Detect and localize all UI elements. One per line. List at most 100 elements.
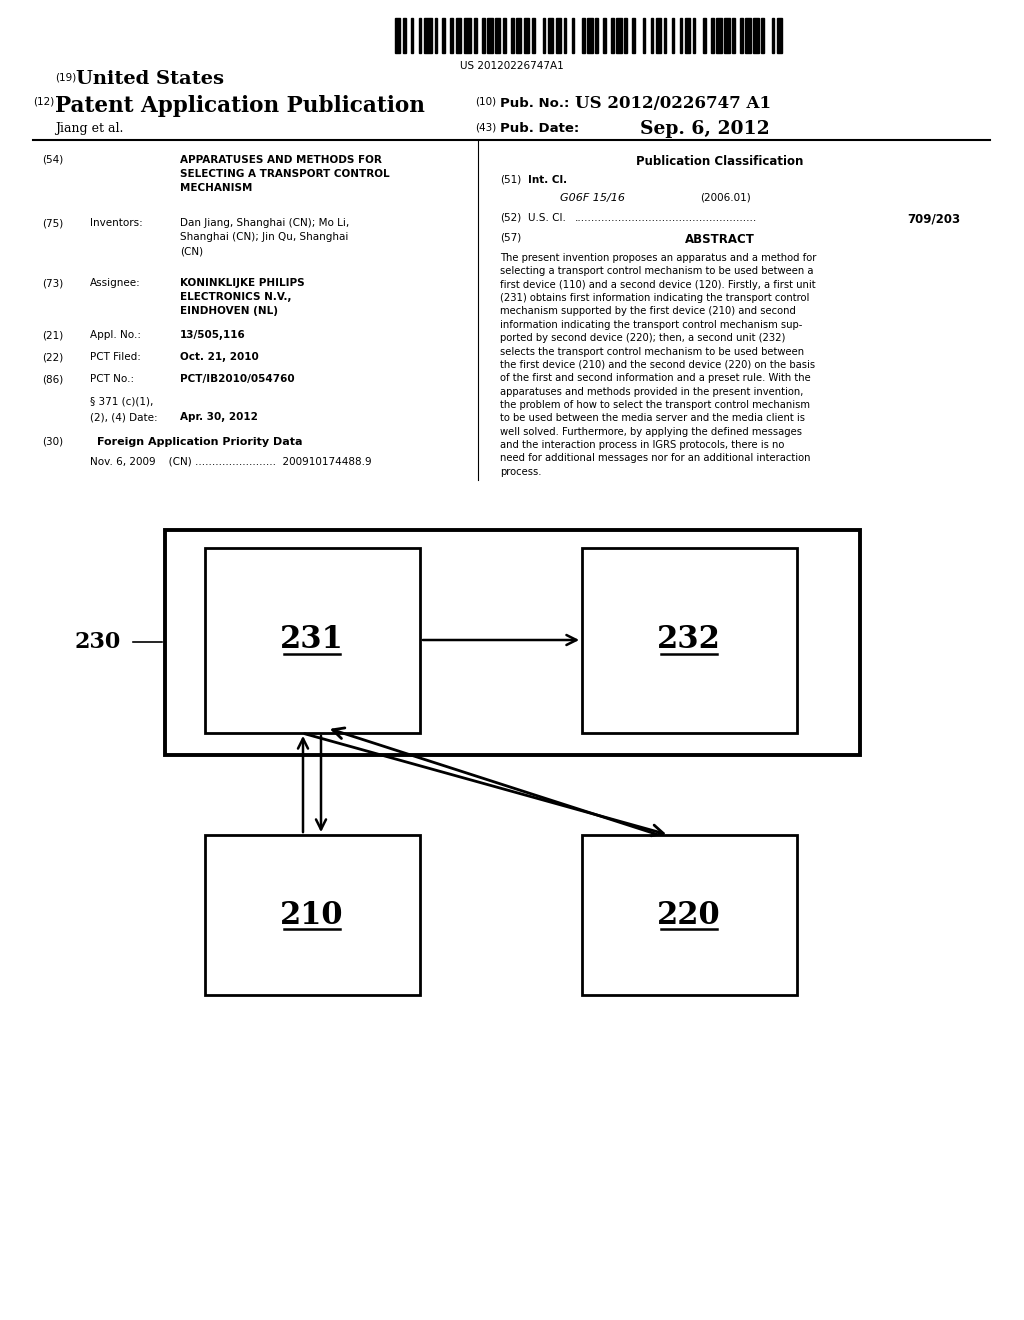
Text: Publication Classification: Publication Classification xyxy=(636,154,804,168)
Bar xyxy=(740,18,742,53)
Text: Oct. 21, 2010: Oct. 21, 2010 xyxy=(180,352,259,362)
Bar xyxy=(395,18,400,53)
Bar xyxy=(611,18,613,53)
Text: Assignee:: Assignee: xyxy=(90,279,140,288)
Bar xyxy=(732,18,735,53)
Bar xyxy=(685,18,690,53)
Text: (75): (75) xyxy=(42,218,63,228)
Bar xyxy=(205,836,420,995)
Bar xyxy=(451,18,453,53)
Bar xyxy=(511,18,514,53)
Bar xyxy=(543,18,545,53)
Bar xyxy=(419,18,421,53)
Text: Int. Cl.: Int. Cl. xyxy=(528,176,567,185)
Text: PCT No.:: PCT No.: xyxy=(90,374,134,384)
Bar xyxy=(616,18,622,53)
Bar xyxy=(532,18,535,53)
Bar xyxy=(717,18,722,53)
Text: Inventors:: Inventors: xyxy=(90,218,142,228)
Bar xyxy=(595,18,598,53)
Text: Pub. Date:: Pub. Date: xyxy=(500,121,580,135)
Bar xyxy=(456,18,461,53)
Bar xyxy=(632,18,635,53)
Text: Nov. 6, 2009    (CN) ........................  200910174488.9: Nov. 6, 2009 (CN) ......................… xyxy=(90,455,372,466)
Bar xyxy=(664,18,667,53)
Text: APPARATUSES AND METHODS FOR
SELECTING A TRANSPORT CONTROL
MECHANISM: APPARATUSES AND METHODS FOR SELECTING A … xyxy=(180,154,389,193)
Text: (12): (12) xyxy=(33,96,54,107)
Bar xyxy=(556,18,561,53)
Bar xyxy=(777,18,782,53)
Bar xyxy=(434,18,437,53)
Bar xyxy=(487,18,493,53)
Bar xyxy=(582,836,797,995)
Text: (52): (52) xyxy=(500,213,521,223)
Bar xyxy=(703,18,706,53)
Text: (22): (22) xyxy=(42,352,63,362)
Text: (54): (54) xyxy=(42,154,63,165)
Bar xyxy=(724,18,730,53)
Text: The present invention proposes an apparatus and a method for
selecting a transpo: The present invention proposes an appara… xyxy=(500,253,816,477)
Text: United States: United States xyxy=(76,70,224,88)
Bar xyxy=(582,548,797,733)
Bar xyxy=(496,18,501,53)
Text: PCT Filed:: PCT Filed: xyxy=(90,352,141,362)
Text: Appl. No.:: Appl. No.: xyxy=(90,330,141,341)
Bar xyxy=(761,18,764,53)
Bar xyxy=(424,18,432,53)
Bar xyxy=(650,18,653,53)
Text: (51): (51) xyxy=(500,176,521,185)
Text: Jiang et al.: Jiang et al. xyxy=(55,121,123,135)
Bar xyxy=(745,18,751,53)
Text: Apr. 30, 2012: Apr. 30, 2012 xyxy=(180,412,258,422)
Bar xyxy=(680,18,682,53)
Text: (30): (30) xyxy=(42,437,63,447)
Text: § 371 (c)(1),: § 371 (c)(1), xyxy=(90,396,154,407)
Text: (86): (86) xyxy=(42,374,63,384)
Text: Sep. 6, 2012: Sep. 6, 2012 xyxy=(640,120,770,139)
Bar xyxy=(205,548,420,733)
Text: Foreign Application Priority Data: Foreign Application Priority Data xyxy=(97,437,303,447)
Bar xyxy=(571,18,574,53)
Text: (2006.01): (2006.01) xyxy=(700,193,751,203)
Text: U.S. Cl.: U.S. Cl. xyxy=(528,213,566,223)
Text: (2), (4) Date:: (2), (4) Date: xyxy=(90,412,158,422)
Bar xyxy=(165,531,860,755)
Bar xyxy=(474,18,477,53)
Bar xyxy=(402,18,406,53)
Bar xyxy=(548,18,553,53)
Text: US 2012/0226747 A1: US 2012/0226747 A1 xyxy=(575,95,771,112)
Bar xyxy=(588,18,593,53)
Text: (21): (21) xyxy=(42,330,63,341)
Bar xyxy=(754,18,759,53)
Bar xyxy=(582,18,585,53)
Bar xyxy=(411,18,414,53)
Bar xyxy=(482,18,484,53)
Text: US 20120226747A1: US 20120226747A1 xyxy=(460,61,564,71)
Bar xyxy=(656,18,662,53)
Text: (19): (19) xyxy=(55,73,76,82)
Text: 709/203: 709/203 xyxy=(907,213,961,226)
Text: ......................................................: ........................................… xyxy=(575,213,758,223)
Bar xyxy=(772,18,774,53)
Text: (10): (10) xyxy=(475,96,496,107)
Text: 220: 220 xyxy=(657,899,721,931)
Bar xyxy=(442,18,445,53)
Text: 231: 231 xyxy=(281,624,344,656)
Text: Patent Application Publication: Patent Application Publication xyxy=(55,95,425,117)
Text: (43): (43) xyxy=(475,121,497,132)
Bar xyxy=(712,18,714,53)
Text: 210: 210 xyxy=(281,899,344,931)
Bar xyxy=(693,18,695,53)
Bar xyxy=(464,18,471,53)
Bar xyxy=(603,18,606,53)
Bar xyxy=(672,18,675,53)
Text: KONINKLIJKE PHILIPS
ELECTRONICS N.V.,
EINDHOVEN (NL): KONINKLIJKE PHILIPS ELECTRONICS N.V., EI… xyxy=(180,279,304,315)
Text: PCT/IB2010/054760: PCT/IB2010/054760 xyxy=(180,374,295,384)
Bar xyxy=(516,18,521,53)
Text: Dan Jiang, Shanghai (CN); Mo Li,
Shanghai (CN); Jin Qu, Shanghai
(CN): Dan Jiang, Shanghai (CN); Mo Li, Shangha… xyxy=(180,218,349,256)
Text: ABSTRACT: ABSTRACT xyxy=(685,234,755,246)
Bar xyxy=(563,18,566,53)
Text: 13/505,116: 13/505,116 xyxy=(180,330,246,341)
Bar xyxy=(503,18,506,53)
Text: 230: 230 xyxy=(75,631,121,653)
